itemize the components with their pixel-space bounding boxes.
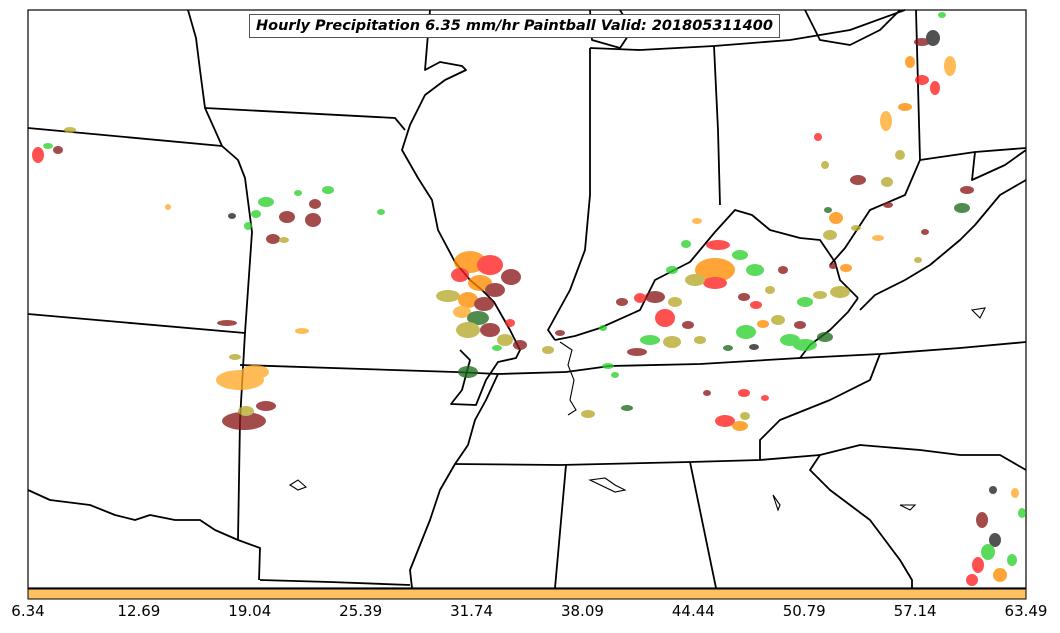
border-mo-west — [187, 9, 253, 334]
border-ar-la — [259, 579, 411, 586]
lake-5 — [970, 307, 986, 319]
lake-4 — [899, 504, 917, 511]
border-lake-erie — [713, 9, 906, 47]
precip-blobs — [32, 12, 1026, 586]
border-ms-al — [554, 464, 567, 589]
border-lake-shore — [804, 9, 901, 46]
border-il-in — [547, 48, 591, 341]
lake-2 — [588, 477, 627, 493]
colorbar-tick-label: 38.09 — [560, 602, 604, 620]
map-frame — [27, 9, 1027, 589]
colorbar-tick-label: 12.69 — [117, 602, 161, 620]
border-al-ga — [689, 461, 717, 589]
border-in-oh — [713, 45, 721, 206]
lake-3 — [772, 494, 781, 512]
border-ia-mo — [204, 107, 406, 131]
water-features — [288, 307, 986, 512]
border-mississippi-south — [409, 373, 499, 589]
river-tennessee — [559, 341, 577, 416]
border-wv-va — [859, 179, 1027, 311]
colorbar-tick-label: 50.79 — [782, 602, 826, 620]
border-tn-nc — [759, 353, 881, 460]
colorbar-tick-label: 44.44 — [671, 602, 715, 620]
colorbar-tick-label: 63.49 — [1004, 602, 1048, 620]
border-red-river — [27, 489, 239, 541]
lake-1 — [288, 479, 308, 491]
border-ga-sc — [809, 454, 913, 588]
border-ne-ks-north — [27, 127, 223, 147]
border-ohio-river — [554, 209, 859, 341]
colorbar-tick-label: 6.34 — [11, 602, 45, 620]
border-nc-sc — [819, 444, 1027, 471]
state-borders — [27, 9, 1027, 589]
colorbar — [27, 588, 1027, 600]
border-ks-ok — [27, 313, 246, 334]
border-wv-md — [971, 149, 1027, 181]
colorbar-tick-label: 57.14 — [893, 602, 937, 620]
border-in-mi — [589, 45, 715, 51]
map-title: Hourly Precipitation 6.35 mm/hr Paintbal… — [249, 14, 780, 38]
colorbar-tick-label: 31.74 — [450, 602, 494, 620]
colorbar-tick-label: 25.39 — [339, 602, 383, 620]
colorbar-tick-label: 19.04 — [228, 602, 272, 620]
